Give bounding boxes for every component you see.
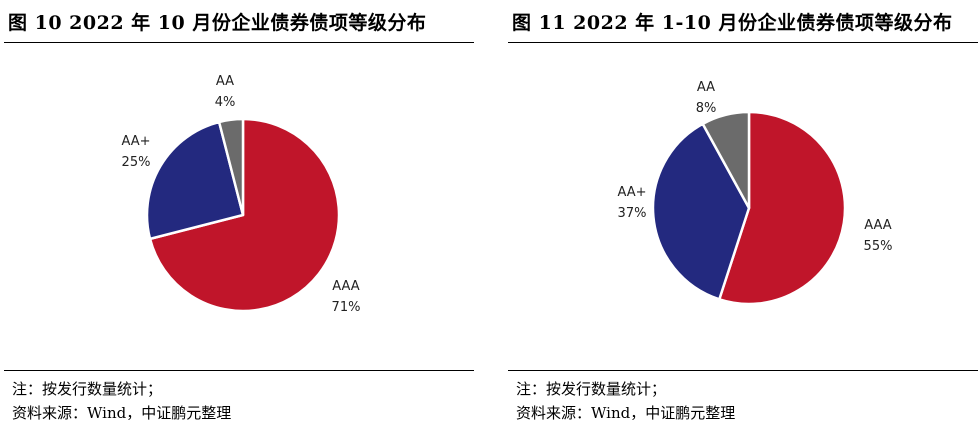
chart-panel-11: 图 11 2022 年 1-10 月份企业债券债项等级分布 AAA 55% AA+ 3… xyxy=(504,0,978,427)
chart-source: 资料来源：Wind，中证鹏元整理 xyxy=(12,404,232,422)
slice-label-aa-plus: AA+ xyxy=(121,134,150,149)
slice-label-aaa: AAA xyxy=(332,279,360,294)
pie-slice-aaa xyxy=(718,110,847,306)
slice-value-aa: 8% xyxy=(696,101,717,116)
footer-divider xyxy=(4,370,474,371)
slice-label-aa: AA xyxy=(216,74,234,89)
pie-slice-aa-plus xyxy=(651,122,751,301)
title-divider xyxy=(4,42,474,43)
footer-divider xyxy=(508,370,978,371)
title-divider xyxy=(508,42,978,43)
chart-source: 资料来源：Wind，中证鹏元整理 xyxy=(516,404,736,422)
pie-chart-11: AAA 55% AA+ 37% AA 8% xyxy=(617,80,893,306)
slice-value-aa: 4% xyxy=(215,95,236,110)
slice-value-aaa: 55% xyxy=(864,239,893,254)
chart-note: 注：按发行数量统计； xyxy=(12,380,163,398)
chart-panel-10: 图 10 2022 年 10 月份企业债券债项等级分布 AAA 71% AA+ 25%… xyxy=(0,0,474,427)
pie-slice-aaa xyxy=(148,117,341,313)
pie-chart-10: AAA 71% AA+ 25% AA 4% xyxy=(121,74,361,315)
slice-value-aa-plus: 37% xyxy=(618,206,647,221)
chart-title: 图 10 2022 年 10 月份企业债券债项等级分布 xyxy=(8,12,427,34)
slice-label-aa-plus: AA+ xyxy=(617,185,646,200)
slice-label-aa: AA xyxy=(697,80,715,95)
slice-label-aaa: AAA xyxy=(864,218,892,233)
chart-title: 图 11 2022 年 1-10 月份企业债券债项等级分布 xyxy=(512,12,953,34)
chart-note: 注：按发行数量统计； xyxy=(516,380,667,398)
slice-value-aa-plus: 25% xyxy=(122,155,151,170)
pie-slice-aa xyxy=(217,117,245,217)
pie-slice-aa xyxy=(701,110,751,210)
pie-slice-aa-plus xyxy=(145,120,245,241)
slice-value-aaa: 71% xyxy=(332,300,361,315)
